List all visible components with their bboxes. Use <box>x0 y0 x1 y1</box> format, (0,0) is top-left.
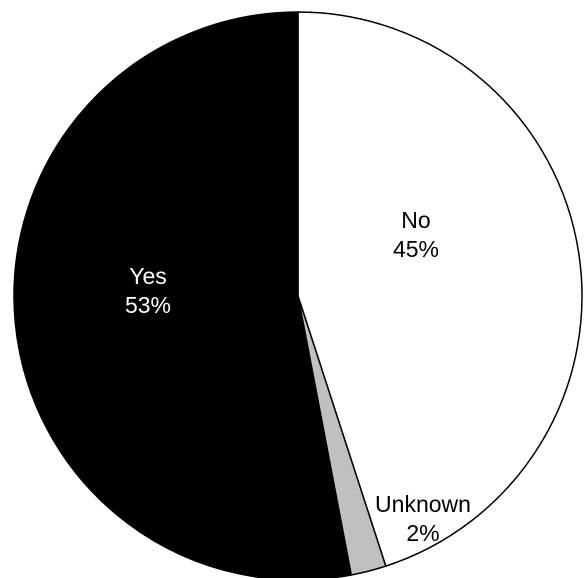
pie-slice-no <box>297 11 583 567</box>
slice-value-label-no: 45% <box>393 236 439 262</box>
slice-value-label-yes: 53% <box>125 292 171 318</box>
slice-value-label-unknown: 2% <box>406 520 439 546</box>
slice-label-unknown: Unknown <box>375 491 471 517</box>
slices-layer <box>13 11 583 578</box>
pie-slice-yes <box>13 11 352 578</box>
slice-label-no: No <box>401 207 430 233</box>
slice-label-yes: Yes <box>129 263 167 289</box>
labels-layer: No 45% Unknown 2% Yes 53% <box>125 207 471 546</box>
